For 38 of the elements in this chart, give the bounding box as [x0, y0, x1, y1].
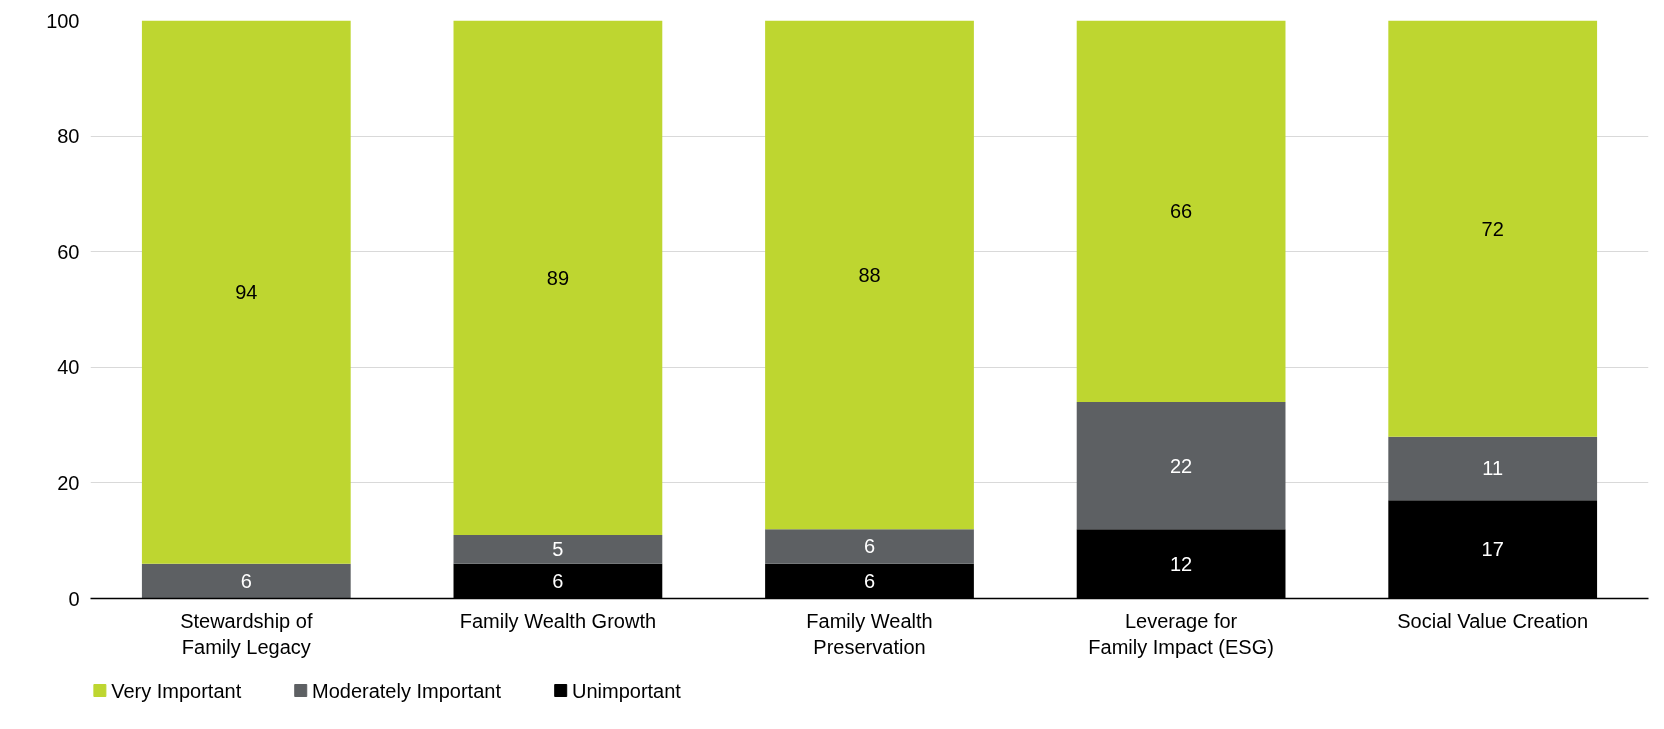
data-label: 88 — [858, 263, 881, 286]
y-tick-label: 0 — [68, 587, 80, 610]
y-tick-label: 20 — [57, 471, 80, 494]
data-label: 6 — [240, 570, 252, 593]
x-tick-label: Stewardship of Family Legacy — [180, 609, 313, 658]
x-tick-label: Family Wealth Growth — [459, 609, 657, 632]
bar — [141, 563, 351, 599]
x-tick-label: Leverage for Family Impact (ESG) — [1088, 609, 1274, 658]
bar — [453, 20, 663, 535]
data-label: 66 — [1169, 200, 1193, 223]
data-label: 17 — [1481, 538, 1504, 561]
y-tick-label: 80 — [57, 125, 80, 148]
bar — [141, 20, 351, 564]
y-tick-label: 60 — [57, 240, 80, 263]
y-tick-label: 40 — [57, 356, 80, 379]
bar — [1388, 436, 1598, 501]
data-label: 5 — [552, 538, 564, 561]
data-label: 12 — [1169, 552, 1193, 575]
data-label: 6 — [863, 570, 876, 593]
legend-label: Unimportant — [571, 679, 682, 702]
bar — [765, 20, 974, 530]
data-label: 89 — [546, 266, 570, 289]
data-label: 6 — [863, 535, 876, 558]
bar — [1076, 20, 1286, 402]
data-label: 72 — [1481, 217, 1504, 240]
x-tick-label: Social Value Creation — [1397, 609, 1589, 632]
bar — [1388, 20, 1598, 437]
y-tick-label: 100 — [46, 9, 80, 32]
bar — [453, 534, 663, 564]
data-label: 94 — [235, 281, 258, 304]
bar — [765, 529, 974, 564]
bar — [1076, 401, 1286, 530]
x-tick-label: Family Wealth Preservation — [806, 609, 933, 658]
data-label: 11 — [1482, 457, 1504, 480]
data-label: 22 — [1169, 454, 1193, 477]
legend-label: Very Important — [111, 679, 242, 702]
data-label: 6 — [552, 570, 564, 593]
legend-label: Moderately Important — [312, 679, 502, 702]
